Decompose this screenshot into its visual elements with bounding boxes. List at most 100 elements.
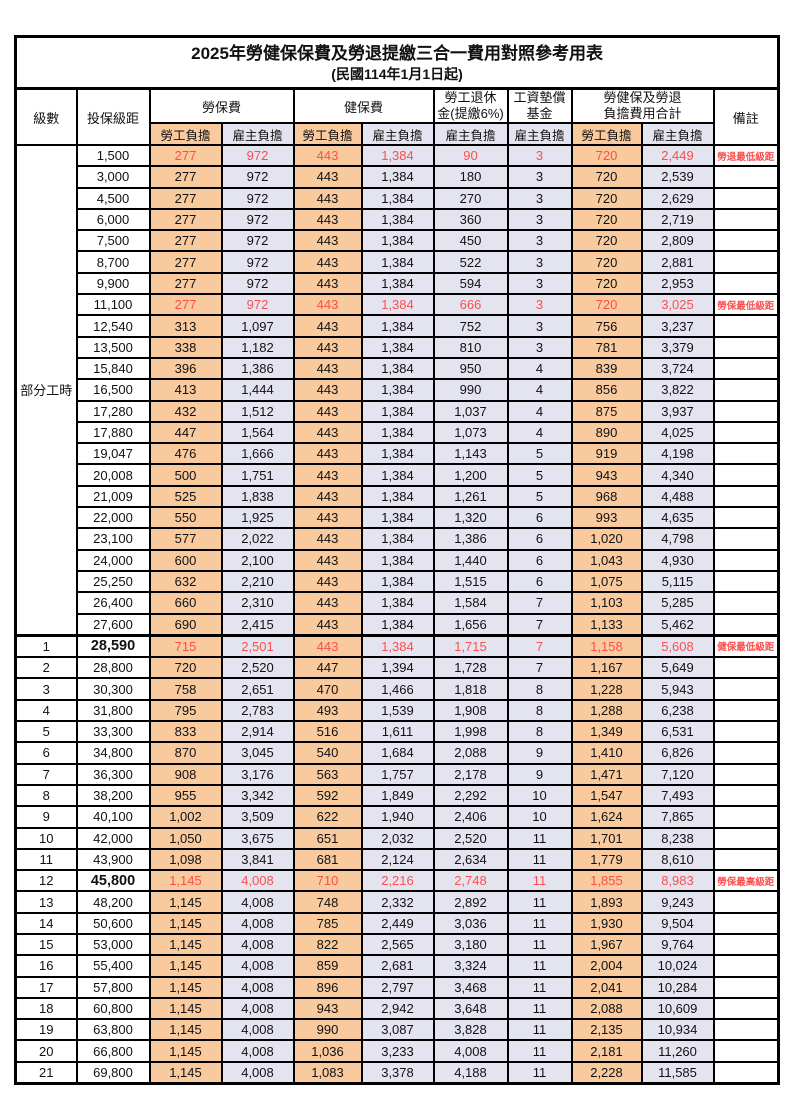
- cell-labor-employee: 277: [148, 293, 223, 317]
- cell-total-employer: 4,635: [640, 506, 715, 530]
- cell-health-employee: 443: [292, 293, 363, 317]
- cell-bracket: 38,200: [75, 783, 151, 808]
- cell-labor-employer: 972: [220, 250, 295, 274]
- cell-health-employee: 592: [292, 783, 363, 808]
- cell-note: 勞保最高級距: [712, 869, 780, 893]
- cell-health-employee: 651: [292, 826, 363, 850]
- table-row: 2 28,800 720 2,520 447 1,394 1,728 7 1,167 5,649: [14, 656, 780, 680]
- cell-labor-employee: 660: [148, 591, 223, 615]
- cell-total-employer: 3,237: [640, 314, 715, 338]
- cell-pension-employer: 594: [432, 271, 509, 296]
- cell-health-employee: 710: [292, 869, 363, 893]
- cell-total-employee: 2,088: [570, 996, 643, 1021]
- cell-note: [712, 399, 780, 423]
- cell-labor-employer: 972: [220, 186, 295, 210]
- cell-labor-employee: 476: [148, 442, 223, 466]
- cell-health-employee: 681: [292, 847, 363, 872]
- cell-total-employer: 2,449: [640, 143, 715, 168]
- cell-total-employee: 720: [570, 143, 643, 168]
- cell-wage-fund-employer: 3: [506, 335, 573, 359]
- cell-note: [712, 890, 780, 914]
- cell-labor-employer: 2,914: [220, 720, 295, 744]
- cell-health-employer: 1,384: [360, 633, 435, 659]
- cell-total-employer: 10,609: [640, 996, 715, 1021]
- cell-health-employer: 2,124: [360, 847, 435, 872]
- cell-wage-fund-employer: 6: [506, 569, 573, 594]
- cell-total-employee: 1,103: [570, 591, 643, 615]
- cell-health-employee: 447: [292, 656, 363, 680]
- cell-note: [712, 335, 780, 359]
- cell-health-employer: 1,611: [360, 720, 435, 744]
- cell-total-employer: 5,649: [640, 656, 715, 680]
- cell-health-employer: 1,384: [360, 314, 435, 338]
- cell-bracket: 4,500: [75, 186, 151, 210]
- cell-bracket: 53,000: [75, 932, 151, 957]
- cell-pension-employer: 1,728: [432, 656, 509, 680]
- cell-labor-employee: 432: [148, 399, 223, 423]
- cell-health-employer: 1,384: [360, 335, 435, 359]
- cell-wage-fund-employer: 11: [506, 826, 573, 850]
- cell-health-employee: 443: [292, 356, 363, 381]
- cell-health-employer: 1,384: [360, 186, 435, 210]
- cell-note: 勞退最低級距: [712, 143, 780, 168]
- table-row: 20,008 500 1,751 443 1,384 1,200 5 943 4,340: [16, 463, 780, 487]
- cell-labor-employee: 908: [148, 762, 223, 786]
- cell-total-employee: 890: [570, 420, 643, 445]
- cell-health-employer: 2,565: [360, 932, 435, 957]
- cell-wage-fund-employer: 11: [506, 1018, 573, 1042]
- cell-total-employee: 968: [570, 484, 643, 509]
- cell-labor-employer: 972: [220, 143, 295, 168]
- cell-labor-employer: 1,838: [220, 484, 295, 509]
- cell-wage-fund-employer: 6: [506, 527, 573, 551]
- cell-total-employee: 2,228: [570, 1060, 643, 1085]
- cell-wage-fund-employer: 11: [506, 847, 573, 872]
- cell-labor-employer: 972: [220, 229, 295, 253]
- cell-bracket: 25,250: [75, 569, 151, 594]
- header-health-insurance: 健保費: [292, 87, 435, 124]
- subheader-health-employee: 勞工負擔: [292, 122, 363, 146]
- cell-labor-employee: 1,145: [148, 1018, 223, 1042]
- cell-bracket: 9,900: [75, 271, 151, 296]
- cell-health-employer: 1,539: [360, 698, 435, 723]
- cell-health-employee: 443: [292, 612, 363, 637]
- cell-labor-employee: 1,145: [148, 890, 223, 914]
- cell-labor-employee: 525: [148, 484, 223, 509]
- cell-labor-employer: 4,008: [220, 996, 295, 1021]
- cell-level: 16: [14, 954, 78, 978]
- cell-note: [712, 506, 780, 530]
- page-subtitle: (民國114年1月1日起): [331, 66, 463, 83]
- cell-labor-employee: 1,145: [148, 996, 223, 1021]
- cell-total-employer: 2,881: [640, 250, 715, 274]
- table-row: 14 50,600 1,145 4,008 785 2,449 3,036 11 1,930 9,…: [14, 911, 780, 935]
- cell-labor-employer: 3,675: [220, 826, 295, 850]
- cell-health-employee: 896: [292, 975, 363, 999]
- cell-bracket: 34,800: [75, 741, 151, 765]
- cell-total-employee: 1,471: [570, 762, 643, 786]
- cell-total-employee: 720: [570, 293, 643, 317]
- table-row: 部分工時 1,500 277 972 443 1,384 90 3 720 2,449 勞退最低級距: [14, 143, 780, 637]
- cell-note: [712, 463, 780, 487]
- cell-wage-fund-employer: 11: [506, 996, 573, 1021]
- cell-pension-employer: 3,468: [432, 975, 509, 999]
- cell-health-employee: 443: [292, 335, 363, 359]
- cell-health-employer: 1,384: [360, 378, 435, 402]
- table-row: 10 42,000 1,050 3,675 651 2,032 2,520 11 1,701 8,…: [14, 826, 780, 850]
- cell-labor-employee: 600: [148, 548, 223, 572]
- cell-pension-employer: 2,178: [432, 762, 509, 786]
- cell-note: [712, 656, 780, 680]
- cell-wage-fund-employer: 3: [506, 165, 573, 189]
- cell-level: 7: [14, 762, 78, 786]
- header-total-line2: 負擔費用合計: [603, 106, 682, 121]
- cell-bracket: 15,840: [75, 356, 151, 381]
- cell-pension-employer: 1,320: [432, 506, 509, 530]
- cell-health-employer: 1,384: [360, 612, 435, 637]
- cell-bracket: 27,600: [75, 612, 151, 637]
- cell-note: 健保最低級距: [712, 633, 780, 659]
- table-row: 12,540 313 1,097 443 1,384 752 3 756 3,237: [16, 314, 780, 338]
- cell-wage-fund-employer: 3: [506, 314, 573, 338]
- table-row: 7 36,300 908 3,176 563 1,757 2,178 9 1,471 7,120: [14, 762, 780, 786]
- cell-pension-employer: 1,037: [432, 399, 509, 423]
- cell-health-employer: 1,384: [360, 548, 435, 572]
- table-row: 16,500 413 1,444 443 1,384 990 4 856 3,822: [16, 378, 780, 402]
- cell-health-employer: 1,384: [360, 442, 435, 466]
